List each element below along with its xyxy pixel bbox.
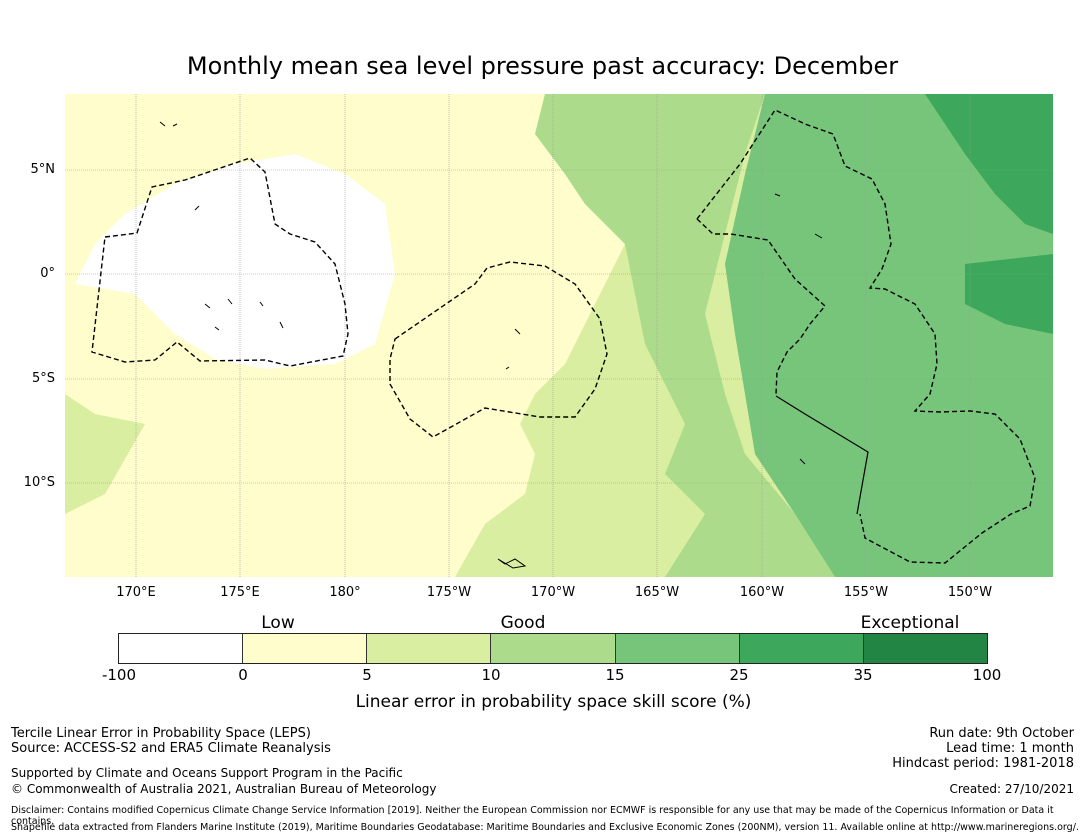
colorbar-tick: -100 [101, 666, 137, 684]
eez-boundary-east-1 [696, 109, 1036, 564]
very-high-skill-region [925, 94, 1053, 234]
lon-label-180: 180° [329, 585, 361, 600]
lon-label-165w: 165°W [634, 585, 680, 600]
eez-boundaries [91, 109, 1036, 564]
skill-map[interactable] [65, 94, 1053, 577]
footer-disclaimer: Disclaimer: Contains modified Copernicus… [11, 805, 1054, 827]
colorbar-segment [491, 634, 616, 663]
colorbar-label: Linear error in probability space skill … [355, 692, 752, 712]
lon-label-150w: 150°W [947, 585, 993, 600]
lat-label-10s: 10°S [23, 475, 55, 490]
eez-boundary-central [389, 261, 608, 438]
colorbar-segment [615, 634, 740, 663]
lon-label-175e: 175°E [220, 585, 260, 600]
category-exceptional: Exceptional [860, 613, 960, 633]
category-good: Good [500, 613, 546, 633]
colorbar-tick: 0 [238, 666, 248, 684]
footer-hindcast: Hindcast period: 1981-2018 [892, 756, 1074, 771]
lat-label-5n: 5°N [30, 162, 56, 177]
footer-copyright: © Commonwealth of Australia 2021, Austra… [11, 782, 437, 796]
colorbar-segment [119, 634, 244, 663]
colorbar-tick: 5 [362, 666, 372, 684]
category-low: Low [261, 613, 295, 633]
chart-title: Monthly mean sea level pressure past acc… [186, 52, 899, 80]
lat-label-5s: 5°S [31, 371, 55, 386]
colorbar-tick: 25 [729, 666, 749, 684]
footer-shapefile: Shapefile data extracted from Flanders M… [11, 822, 1079, 833]
footer-source: Source: ACCESS-S2 and ERA5 Climate Reana… [11, 741, 331, 756]
colorbar-segment [243, 634, 368, 663]
colorbar-segment [739, 634, 864, 663]
good-skill-region [535, 94, 835, 577]
eez-boundary-east-2 [696, 218, 826, 395]
footer-lead-time: Lead time: 1 month [946, 741, 1074, 756]
colorbar-tick: 100 [972, 666, 1002, 684]
lon-label-170w: 170°W [530, 585, 576, 600]
colorbar-tick: 15 [605, 666, 625, 684]
lon-label-160w: 160°W [739, 585, 785, 600]
maritime-boundary-line [775, 395, 869, 515]
footer-support: Supported by Climate and Oceans Support … [11, 766, 403, 780]
islands [159, 121, 823, 569]
colorbar [118, 633, 988, 664]
no-skill-region [75, 154, 395, 369]
colorbar-segment [863, 634, 987, 663]
lat-label-0: 0° [40, 266, 55, 281]
colorbar-tick: 35 [853, 666, 873, 684]
lon-label-170e: 170°E [116, 585, 156, 600]
lon-label-155w: 155°W [843, 585, 889, 600]
footer-created: Created: 27/10/2021 [949, 782, 1074, 796]
high-skill-region [725, 94, 1053, 577]
colorbar-tick: 10 [481, 666, 501, 684]
lon-label-175w: 175°W [426, 585, 472, 600]
colorbar-segment [367, 634, 492, 663]
footer-method: Tercile Linear Error in Probability Spac… [11, 726, 311, 741]
footer-run-date: Run date: 9th October [929, 726, 1074, 741]
eez-boundary-west [91, 157, 349, 367]
